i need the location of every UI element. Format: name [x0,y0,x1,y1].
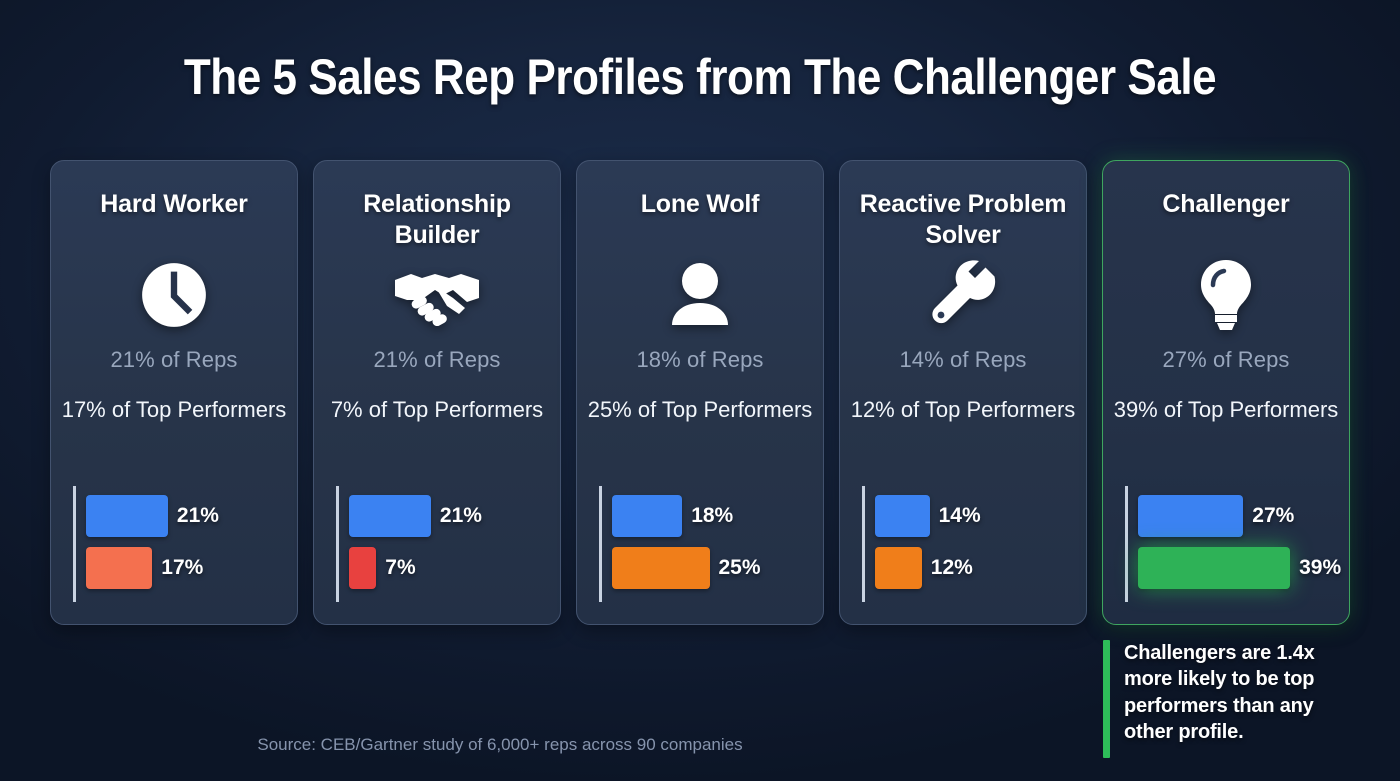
bar-top-performers-value: 7% [385,556,416,579]
wrench-icon [840,247,1086,343]
bar-row-reps: 21% [86,495,219,537]
bar-reps [349,495,431,537]
profile-card-title: Reactive Problem Solver [859,190,1067,249]
bar-top-performers [86,547,153,589]
bar-row-top-performers: 17% [86,547,203,589]
bar-row-reps: 27% [1138,495,1294,537]
bar-reps [1138,495,1244,537]
profile-card-title: Hard Worker [100,190,248,218]
bar-reps-value: 14% [938,504,981,527]
reps-share-label: 18% of Reps [636,347,764,372]
source-note: Source: CEB/Gartner study of 6,000+ reps… [257,735,743,754]
top-performers-label: 12% of Top Performers [850,397,1076,422]
bar-row-reps: 21% [349,495,482,537]
top-performers-label: 39% of Top Performers [1113,397,1339,422]
profile-card-relationship-builder[interactable]: Relationship Builder 21% of Reps 7% of Top… [313,160,561,625]
bar-top-performers [875,547,922,589]
bar-top-performers-value: 25% [718,556,761,579]
reps-share-label: 14% of Reps [899,347,1027,372]
reps-share-label: 27% of Reps [1162,347,1290,372]
top-performers-label: 17% of Top Performers [61,397,287,422]
callout-accent-bar [1103,640,1110,758]
clock-icon [51,247,297,343]
profile-card-title: Relationship Builder [363,190,511,249]
bar-row-reps: 14% [875,495,981,537]
challenger-callout: Challengers are 1.4x more likely to be t… [1103,640,1353,758]
page-title: The 5 Sales Rep Profiles from The Challe… [183,49,1217,105]
bar-top-performers-value: 17% [161,556,204,579]
person-icon [577,247,823,343]
bar-reps-value: 21% [176,504,219,527]
profile-bar-chart: 14% 12% [862,486,1068,602]
bar-row-top-performers: 39% [1138,547,1341,589]
bar-row-top-performers: 12% [875,547,973,589]
profile-card-challenger[interactable]: Challenger 27% of Reps 39% of Top Performe… [1102,160,1350,625]
profile-card-title: Challenger [1162,190,1290,218]
profile-card-lone-wolf[interactable]: Lone Wolf 18% of Reps 25% of Top Performer… [576,160,824,625]
bar-reps [875,495,930,537]
bar-top-performers [1138,547,1291,589]
bar-top-performers [612,547,710,589]
top-performers-label: 25% of Top Performers [587,397,813,422]
reps-share-label: 21% of Reps [373,347,501,372]
top-performers-label: 7% of Top Performers [330,397,544,422]
profile-bar-chart: 21% 17% [73,486,279,602]
bar-row-top-performers: 7% [349,547,416,589]
bar-reps-value: 21% [439,504,482,527]
bar-reps-value: 27% [1252,504,1295,527]
reps-share-label: 21% of Reps [110,347,238,372]
bar-reps-value: 18% [691,504,734,527]
bar-reps [612,495,683,537]
profile-cards-row: Hard Worker 21% of Reps 17% of Top Perform… [50,160,1350,625]
callout-text: Challengers are 1.4x more likely to be t… [1124,642,1315,744]
bar-row-reps: 18% [612,495,733,537]
bar-top-performers-value: 12% [930,556,973,579]
bar-reps [86,495,168,537]
profile-bar-chart: 21% 7% [336,486,542,602]
profile-bar-chart: 18% 25% [599,486,805,602]
bar-top-performers-value: 39% [1299,556,1342,579]
bar-row-top-performers: 25% [612,547,761,589]
profile-card-title: Lone Wolf [640,190,760,218]
bar-top-performers [349,547,377,589]
handshake-icon [314,247,560,343]
profile-card-hard-worker[interactable]: Hard Worker 21% of Reps 17% of Top Perform… [50,160,298,625]
lightbulb-icon [1103,247,1349,343]
profile-bar-chart: 27% 39% [1125,486,1341,602]
profile-card-reactive-problem-solver[interactable]: Reactive Problem Solver 14% of Reps 12% of… [839,160,1087,625]
